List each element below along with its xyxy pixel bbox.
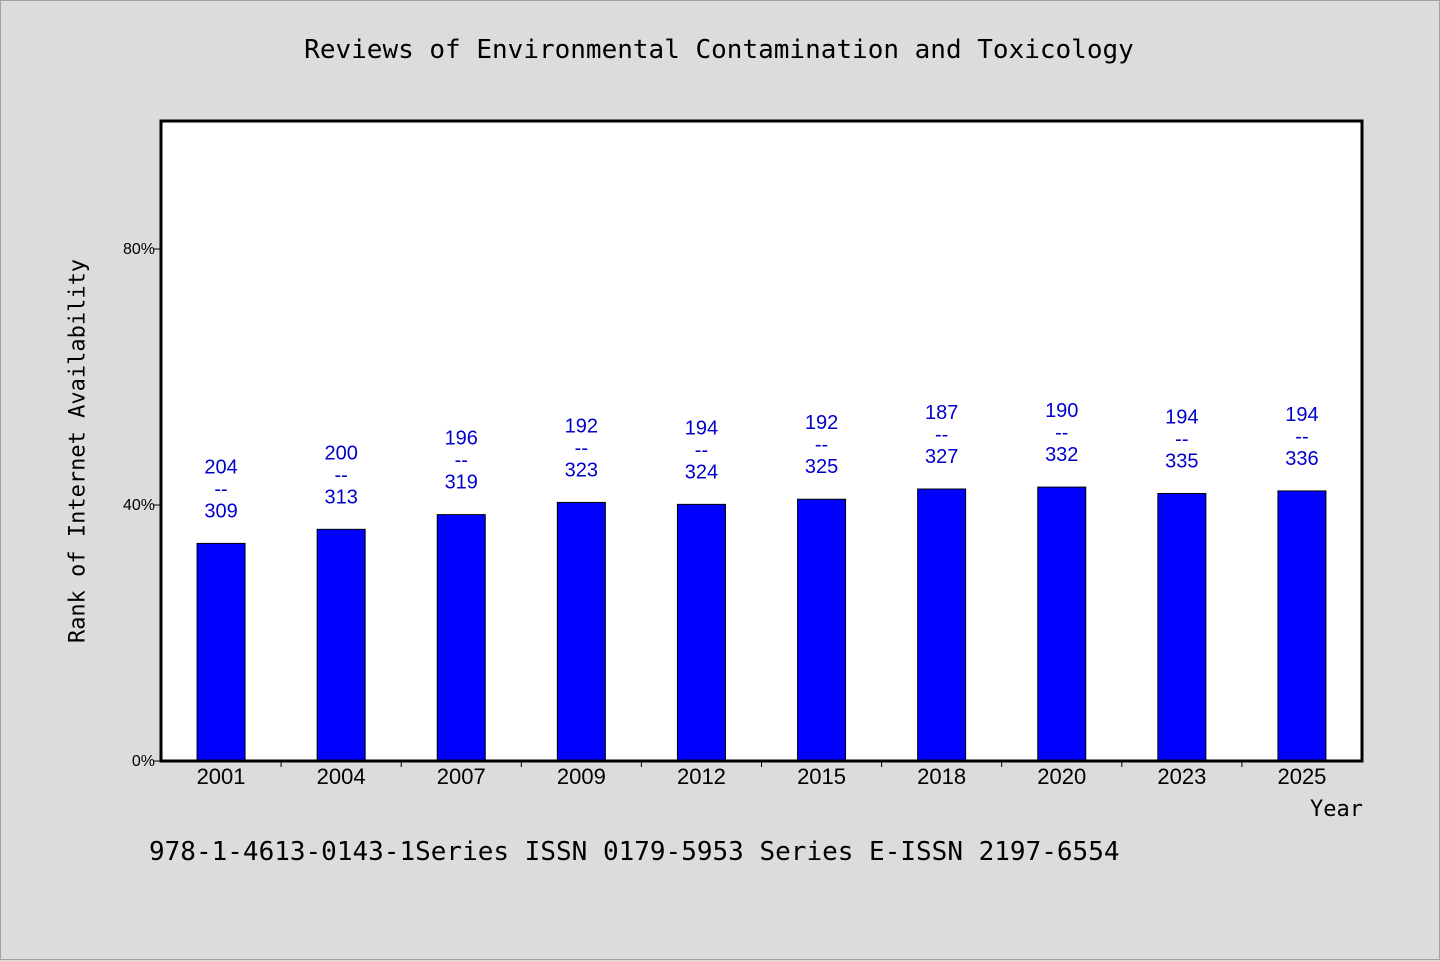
data-label-top: 190 (1045, 400, 1078, 422)
y-tick-label: 80% (123, 241, 155, 258)
data-label-top: 194 (1285, 404, 1318, 426)
footer-isbn-text: 978-1-4613-0143-1Series ISSN 0179-5953 S… (149, 837, 1120, 867)
x-tick-label: 2012 (677, 764, 726, 789)
data-label-top: 192 (565, 415, 598, 437)
x-tick-label: 2023 (1157, 764, 1206, 789)
x-tick-label: 2020 (1037, 764, 1086, 789)
bar (316, 528, 366, 762)
data-label-bottom: 323 (565, 459, 598, 481)
bar (196, 542, 246, 762)
data-label-separator: -- (815, 434, 828, 456)
data-label-top: 200 (324, 442, 357, 464)
data-label-bottom: 336 (1285, 448, 1318, 470)
data-label-bottom: 327 (925, 446, 958, 468)
plot-border (159, 119, 1364, 763)
data-label-separator: -- (1055, 422, 1068, 444)
x-tick-label: 2004 (317, 764, 366, 789)
data-label-top: 194 (1165, 406, 1198, 428)
bar (797, 498, 847, 762)
data-label-bottom: 319 (445, 472, 478, 494)
x-tick-label: 2025 (1277, 764, 1326, 789)
data-label-top: 196 (445, 428, 478, 450)
data-label-top: 194 (685, 417, 718, 439)
bar (676, 503, 726, 762)
data-label-top: 187 (925, 402, 958, 424)
x-tick-label: 2009 (557, 764, 606, 789)
data-label-separator: -- (1175, 428, 1188, 450)
data-label-separator: -- (1295, 426, 1308, 448)
data-label-bottom: 324 (685, 461, 718, 483)
bar (436, 514, 486, 762)
x-tick-label: 2001 (197, 764, 246, 789)
data-label-bottom: 325 (805, 456, 838, 478)
bar (1157, 492, 1207, 762)
x-tick-label: 2007 (437, 764, 486, 789)
bar (917, 488, 967, 762)
data-label-separator: -- (695, 439, 708, 461)
x-tick-label: 2015 (797, 764, 846, 789)
y-tick-label: 0% (132, 753, 155, 770)
data-label-bottom: 332 (1045, 444, 1078, 466)
data-label-top: 204 (204, 456, 237, 478)
data-label-separator: -- (334, 464, 347, 486)
bar (1037, 486, 1087, 762)
data-label-separator: -- (214, 478, 227, 500)
chart-title: Reviews of Environmental Contamination a… (304, 35, 1134, 65)
y-tick-label: 40% (123, 497, 155, 514)
data-label-bottom: 313 (324, 486, 357, 508)
bar (1277, 490, 1327, 762)
data-label-bottom: 335 (1165, 450, 1198, 472)
data-label-top: 192 (805, 412, 838, 434)
x-axis-label: Year (1310, 797, 1363, 822)
data-label-separator: -- (575, 437, 588, 459)
data-label-bottom: 309 (204, 500, 237, 522)
data-label-separator: -- (935, 424, 948, 446)
x-tick-label: 2018 (917, 764, 966, 789)
data-label-separator: -- (455, 450, 468, 472)
bar (556, 501, 606, 762)
